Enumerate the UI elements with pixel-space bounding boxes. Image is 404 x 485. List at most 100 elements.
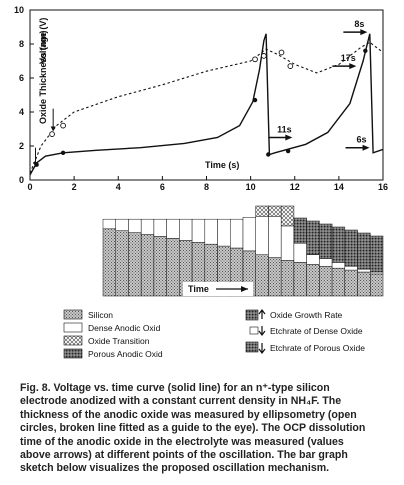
bar-dense-oxide xyxy=(255,216,269,255)
y-tick-label: 2 xyxy=(19,141,24,151)
arrow-head xyxy=(362,144,370,151)
figure-caption: Fig. 8. Voltage vs. time curve (solid li… xyxy=(20,382,388,476)
data-point-filled xyxy=(285,148,291,154)
oxide-thickness-curve xyxy=(29,41,384,174)
bar-silicon xyxy=(153,236,167,297)
y-tick-label: 10 xyxy=(14,5,24,15)
legend: Silicon Dense Anodic Oxid Oxide Transiti… xyxy=(63,309,365,359)
bar-dense-oxide xyxy=(179,218,193,241)
time-arrow: Time xyxy=(183,282,253,296)
y-tick-label: 6 xyxy=(19,73,24,83)
x-tick-label: 8 xyxy=(204,182,209,192)
arrow-head xyxy=(50,126,56,132)
bar-dense-oxide xyxy=(319,258,333,267)
svg-text:Etchrate of Porous Oxide: Etchrate of Porous Oxide xyxy=(270,343,365,353)
x-axis-label: Time (s) xyxy=(205,160,239,170)
bar-dense-oxide xyxy=(153,218,167,237)
bar-porous-oxide xyxy=(319,223,333,259)
y-axis-label-voltage: Voltage (V) xyxy=(38,18,48,64)
arrow-head xyxy=(285,134,293,141)
legend-item-etch-dense: Etchrate of Dense Oxide xyxy=(249,326,363,336)
x-tick-label: 16 xyxy=(378,182,388,192)
bar-silicon xyxy=(370,273,384,297)
x-tick-label: 4 xyxy=(116,182,121,192)
bar-oxide-transition xyxy=(280,205,295,227)
caption-line: time of the anodic oxide in the electrol… xyxy=(20,435,344,448)
data-point-open xyxy=(261,53,267,59)
legend-item-etch-porous: Etchrate of Porous Oxide xyxy=(245,341,365,354)
data-point-filled xyxy=(266,152,271,157)
x-tick-label: 6 xyxy=(160,182,165,192)
bar-porous-oxide xyxy=(344,229,358,267)
bar-silicon xyxy=(293,262,307,297)
y-tick-label: 8 xyxy=(19,39,24,49)
bar-dense-oxide xyxy=(115,218,129,231)
dissolution-time-annotation: 11s xyxy=(268,125,293,141)
bar-porous-oxide xyxy=(331,226,346,263)
arrow-head xyxy=(360,29,368,36)
x-tick-label: 12 xyxy=(290,182,300,192)
caption-line: circles, broken line fitted as a guide t… xyxy=(20,422,366,435)
data-point-filled xyxy=(60,150,66,155)
bar-dense-oxide xyxy=(370,271,384,275)
bar-dense-oxide xyxy=(331,262,346,269)
bar-silicon xyxy=(331,267,346,297)
bar-dense-oxide xyxy=(166,218,180,239)
data-point-open xyxy=(49,131,55,137)
bar-silicon xyxy=(166,238,180,297)
svg-text:Porous Anodic Oxid: Porous Anodic Oxid xyxy=(88,349,163,359)
dissolution-time-label: 8s xyxy=(354,19,364,29)
bar-silicon xyxy=(128,232,142,297)
plot-curves xyxy=(29,33,384,176)
plot-markers xyxy=(34,48,368,167)
data-point-filled xyxy=(363,48,368,53)
bar-oxide-transition xyxy=(268,205,282,217)
bar-dense-oxide xyxy=(128,218,142,233)
dissolution-time-label: 11s xyxy=(277,125,292,135)
bar-silicon xyxy=(255,254,269,297)
y-tick-label: 4 xyxy=(19,107,24,117)
x-tick-label: 14 xyxy=(334,182,344,192)
bar-dense-oxide xyxy=(102,218,116,230)
svg-text:Silicon: Silicon xyxy=(88,310,113,320)
axis-ticks: 0 2 4 6 8 10 12 14 16 0 2 4 6 8 10 xyxy=(14,5,388,192)
bar-dense-oxide xyxy=(217,218,231,247)
data-point-open xyxy=(287,63,294,69)
data-point-open xyxy=(60,122,66,129)
svg-text:Oxide Transition: Oxide Transition xyxy=(88,336,150,346)
svg-text:Etchrate of Dense Oxide: Etchrate of Dense Oxide xyxy=(270,326,363,336)
plot-annotations: 8s 17s 11s 6s xyxy=(33,19,370,168)
plot-frame xyxy=(29,9,384,181)
down-arrow-icon xyxy=(258,343,266,354)
arrow-head xyxy=(349,63,357,70)
bar-silicon xyxy=(306,264,320,297)
voltage-oxide-plot: 0 2 4 6 8 10 12 14 16 0 2 4 6 8 10 8s 17s 11s 6s Time (s)… xyxy=(14,5,388,192)
x-tick-label: 0 xyxy=(27,182,32,192)
legend-item-porous: Porous Anodic Oxid xyxy=(63,348,163,359)
bar-silicon xyxy=(344,269,358,297)
dissolution-time-annotation: 6s xyxy=(345,135,370,151)
plot-axes xyxy=(29,9,384,181)
legend-item-dense: Dense Anodic Oxid xyxy=(63,322,161,333)
svg-text:Oxide Growth Rate: Oxide Growth Rate xyxy=(270,310,343,320)
legend-item-growth-rate: Oxide Growth Rate xyxy=(245,309,343,321)
bar-dense-oxide xyxy=(230,218,244,249)
x-tick-label: 10 xyxy=(246,182,256,192)
bar-dense-oxide xyxy=(191,218,206,243)
dissolution-time-label: 6s xyxy=(357,135,367,145)
bar-dense-oxide xyxy=(293,242,307,263)
data-point-open xyxy=(278,49,285,56)
dissolution-time-annotation: 17s xyxy=(332,53,357,70)
bar-graph-sketch: Time xyxy=(102,205,384,297)
data-point-filled xyxy=(252,97,258,103)
svg-text:Dense Anodic Oxid: Dense Anodic Oxid xyxy=(88,323,161,333)
bar-columns xyxy=(102,205,384,297)
bar-silicon xyxy=(115,230,129,297)
bar-silicon xyxy=(357,271,371,297)
y-axis-label-oxide: Oxide Thickness (nm) xyxy=(38,30,48,124)
arrow-head xyxy=(33,162,39,168)
x-tick-label: 2 xyxy=(72,182,77,192)
caption-line: electrode anodized with a constant curre… xyxy=(20,395,342,408)
bar-dense-oxide xyxy=(268,216,282,258)
bar-silicon xyxy=(140,234,155,297)
